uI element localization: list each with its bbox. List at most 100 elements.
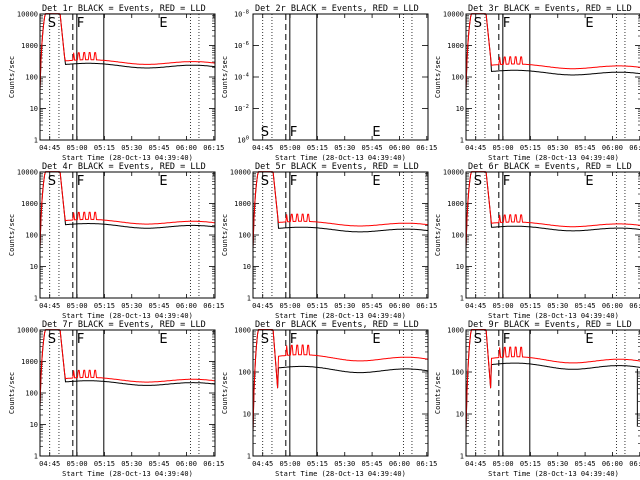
- marker-E: E: [372, 332, 380, 347]
- panel-det-3: Det 3r BLACK = Events, RED = LLD Start Ti…: [434, 4, 640, 162]
- x-tick-label: 04:45: [252, 302, 273, 310]
- marker-E: E: [585, 174, 593, 189]
- y-axis-label: Counts/sec: [434, 372, 442, 414]
- y-tick-label: 10: [243, 263, 251, 271]
- marker-F: F: [503, 16, 510, 31]
- y-axis-label: Counts/sec: [221, 214, 229, 256]
- panel-title: Det 7r BLACK = Events, RED = LLD: [42, 320, 206, 330]
- y-tick-label: 100: [451, 232, 464, 240]
- panel-det-8: Det 8r BLACK = Events, RED = LLD Start Ti…: [221, 320, 437, 478]
- y-tick-label: 1: [34, 295, 38, 303]
- x-axis-label: Start Time (28-Oct-13 04:39:40): [275, 470, 406, 478]
- y-tick-label: 100: [25, 74, 38, 82]
- y-tick-label: 1: [460, 295, 464, 303]
- panel-title: Det 4r BLACK = Events, RED = LLD: [42, 162, 206, 172]
- series-lld: [39, 13, 216, 91]
- x-axis-label: Start Time (28-Oct-13 04:39:40): [275, 312, 406, 320]
- panel-title: Det 6r BLACK = Events, RED = LLD: [468, 162, 632, 172]
- x-tick-label: 05:00: [280, 144, 301, 152]
- x-tick-label: 06:00: [602, 460, 623, 468]
- y-tick-label: 10000: [17, 169, 38, 177]
- y-axis-label: Counts/sec: [8, 56, 16, 98]
- x-tick-label: 05:00: [280, 302, 301, 310]
- x-tick-label: 06:00: [389, 460, 410, 468]
- panel-title: Det 8r BLACK = Events, RED = LLD: [255, 320, 419, 330]
- y-tick-label: 100: [451, 74, 464, 82]
- x-axis-label: Start Time (28-Oct-13 04:39:40): [488, 312, 619, 320]
- panel-det-2: Det 2r BLACK = Events, RED = LLD Start Ti…: [221, 4, 437, 162]
- x-tick-label: 05:00: [67, 144, 88, 152]
- marker-F: F: [290, 125, 297, 140]
- y-tick-label: 1: [460, 137, 464, 145]
- plot-frame: [465, 13, 640, 141]
- x-tick-label: 04:45: [39, 302, 60, 310]
- plot-frame: [39, 171, 216, 299]
- y-axis-label: Counts/sec: [8, 214, 16, 256]
- marker-F: F: [77, 174, 84, 189]
- x-tick-label: 05:15: [520, 144, 541, 152]
- x-tick-label: 05:45: [149, 302, 170, 310]
- x-tick-label: 05:00: [493, 460, 514, 468]
- x-tick-label: 06:15: [416, 302, 437, 310]
- plot-frame: [252, 329, 429, 457]
- y-tick-label: 10: [30, 263, 38, 271]
- marker-S: S: [261, 332, 269, 347]
- x-tick-label: 06:00: [176, 144, 197, 152]
- marker-S: S: [474, 174, 482, 189]
- x-tick-label: 06:00: [389, 144, 410, 152]
- x-tick-label: 06:15: [416, 144, 437, 152]
- x-tick-label: 04:45: [252, 144, 273, 152]
- y-tick-label: 1000: [234, 200, 251, 208]
- series-lld: [252, 329, 429, 432]
- marker-S: S: [48, 332, 56, 347]
- y-tick-label: 100: [238, 369, 251, 377]
- x-tick-label: 05:45: [362, 460, 383, 468]
- y-tick-label: 1: [34, 453, 38, 461]
- panel-det-9: Det 9r BLACK = Events, RED = LLD Start Ti…: [434, 320, 640, 478]
- y-tick-label: 1000: [234, 327, 251, 335]
- y-tick-label: 100: [451, 369, 464, 377]
- marker-E: E: [372, 125, 380, 140]
- x-axis-label: Start Time (28-Oct-13 04:39:40): [488, 470, 619, 478]
- x-tick-label: 06:00: [176, 460, 197, 468]
- y-axis-label: Counts/sec: [8, 372, 16, 414]
- x-tick-label: 06:15: [203, 460, 224, 468]
- marker-S: S: [474, 16, 482, 31]
- marker-F: F: [77, 332, 84, 347]
- marker-E: E: [159, 16, 167, 31]
- panel-det-6: Det 6r BLACK = Events, RED = LLD Start Ti…: [434, 162, 640, 320]
- panel-title: Det 2r BLACK = Events, RED = LLD: [255, 4, 419, 14]
- y-tick-label: 10000: [230, 169, 251, 177]
- x-tick-label: 05:00: [493, 302, 514, 310]
- x-tick-label: 05:30: [334, 302, 355, 310]
- x-tick-label: 05:45: [362, 144, 383, 152]
- x-tick-label: 05:45: [575, 144, 596, 152]
- y-tick-label: 10000: [17, 11, 38, 19]
- y-axis-label: Counts/sec: [221, 372, 229, 414]
- x-tick-label: 05:15: [94, 302, 115, 310]
- series-lld: [39, 329, 216, 407]
- series-events: [252, 329, 429, 432]
- x-tick-label: 04:45: [465, 460, 486, 468]
- x-tick-label: 05:30: [334, 144, 355, 152]
- series-events: [252, 171, 429, 249]
- x-tick-label: 05:45: [149, 144, 170, 152]
- marker-S: S: [48, 16, 56, 31]
- x-tick-label: 05:45: [362, 302, 383, 310]
- x-tick-label: 04:45: [39, 460, 60, 468]
- x-tick-label: 05:15: [307, 144, 328, 152]
- x-tick-label: 05:45: [575, 460, 596, 468]
- y-tick-label: 10000: [443, 11, 464, 19]
- x-tick-label: 06:15: [629, 302, 640, 310]
- x-tick-label: 05:15: [94, 460, 115, 468]
- series-lld: [465, 329, 640, 432]
- panel-det-1: Det 1r BLACK = Events, RED = LLD Start Ti…: [8, 4, 224, 162]
- x-tick-label: 05:30: [547, 302, 568, 310]
- y-tick-label: 1000: [21, 200, 38, 208]
- y-tick-label: 1000: [447, 42, 464, 50]
- series-lld: [465, 171, 640, 249]
- plot-frame: [39, 13, 216, 141]
- y-tick-label: 1: [460, 453, 464, 461]
- x-tick-label: 05:45: [149, 460, 170, 468]
